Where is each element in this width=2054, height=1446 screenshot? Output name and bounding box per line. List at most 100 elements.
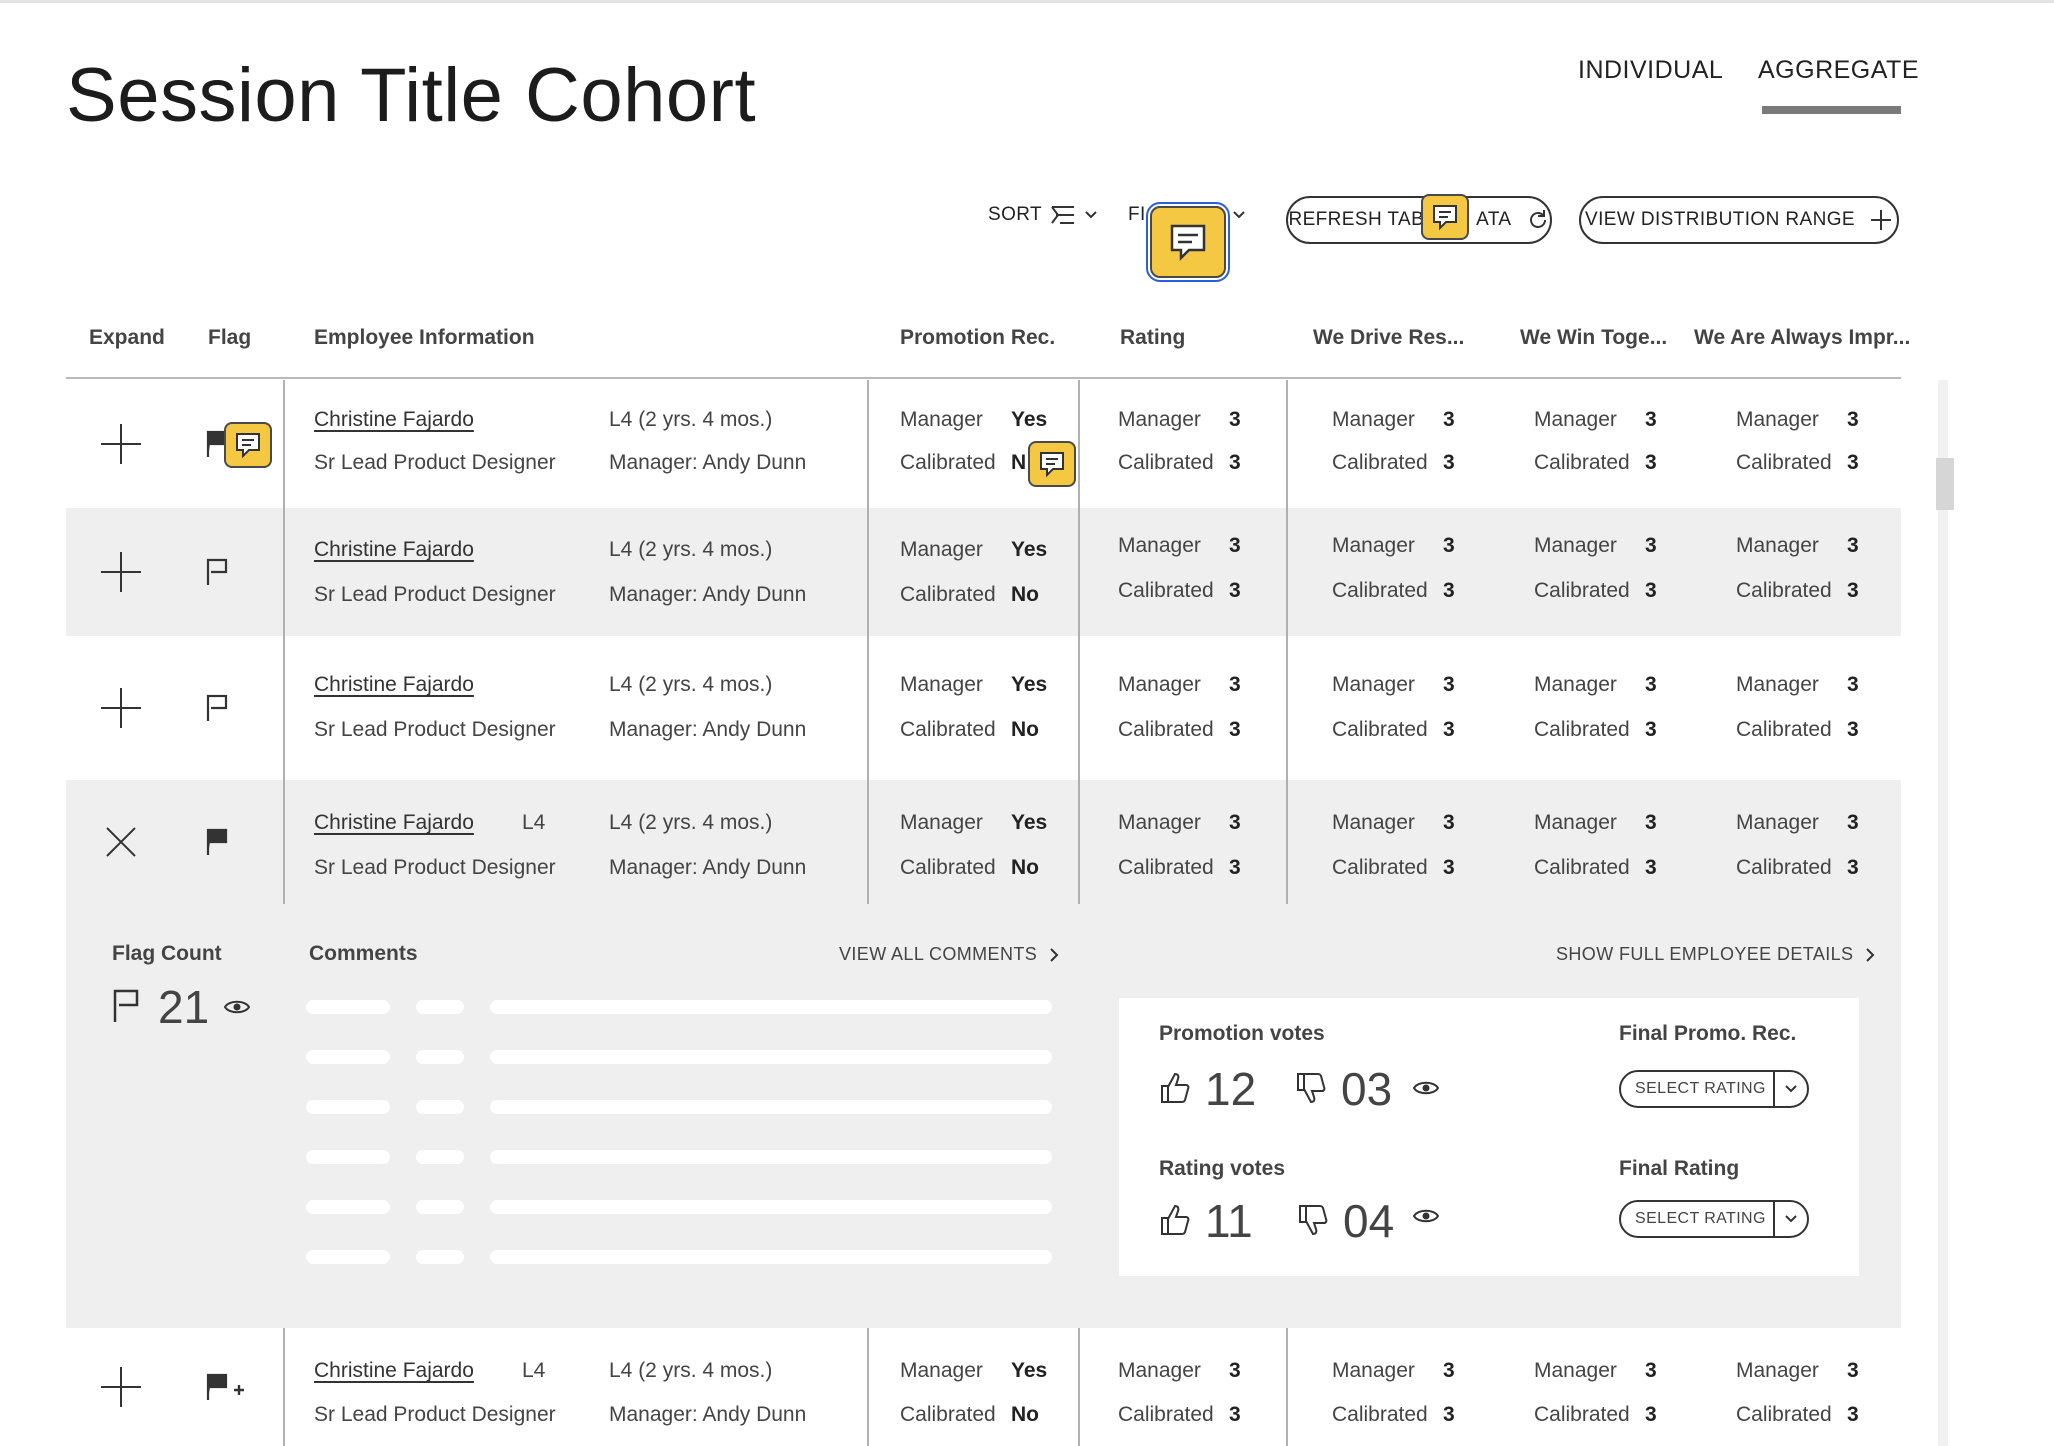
- chevron-down-icon: [1785, 1085, 1797, 1093]
- column-divider: [1286, 1328, 1288, 1446]
- plus-icon[interactable]: [99, 422, 143, 471]
- column-header-promotion-rec[interactable]: Promotion Rec.: [900, 326, 1056, 349]
- thumbs-up-icon[interactable]: [1159, 1203, 1191, 1237]
- rating-manager-label: Manager: [1118, 673, 1201, 696]
- plus-icon[interactable]: [99, 550, 143, 599]
- employee-name-link[interactable]: Christine Fajardo: [314, 408, 474, 431]
- promotion-up-votes: 12: [1205, 1063, 1257, 1115]
- filter-label: FI: [1128, 204, 1146, 225]
- employee-manager: Manager: Andy Dunn: [609, 583, 807, 606]
- tab-individual[interactable]: INDIVIDUAL: [1578, 56, 1724, 84]
- top-divider: [0, 0, 2054, 3]
- vertical-scrollbar-thumb[interactable]: [1936, 458, 1954, 510]
- final-promo-rec-label: Final Promo. Rec.: [1619, 1022, 1797, 1045]
- promotion-manager-label: Manager: [900, 673, 983, 696]
- view-distribution-range-button[interactable]: VIEW DISTRIBUTION RANGE: [1579, 196, 1899, 244]
- column-divider: [1286, 380, 1288, 508]
- flag-outline-icon[interactable]: [205, 693, 229, 728]
- skeleton-bar: [416, 1200, 464, 1214]
- v1-calibrated-value: 3: [1443, 579, 1455, 602]
- v1-manager-label: Manager: [1332, 534, 1415, 557]
- comment-pin[interactable]: [224, 422, 272, 468]
- employee-name-link[interactable]: Christine Fajardo: [314, 538, 474, 561]
- employee-name-link[interactable]: Christine Fajardo: [314, 1359, 474, 1382]
- employee-name-link[interactable]: Christine Fajardo: [314, 673, 474, 696]
- rating-manager-value: 3: [1229, 534, 1241, 557]
- flag-add-icon[interactable]: [205, 1372, 249, 1407]
- final-promo-rec-select[interactable]: SELECT RATING: [1619, 1070, 1809, 1108]
- column-header-rating[interactable]: Rating: [1120, 326, 1186, 349]
- v3-manager-label: Manager: [1736, 1359, 1819, 1382]
- column-header-we-drive-results[interactable]: We Drive Res...: [1313, 326, 1465, 349]
- v2-manager-label: Manager: [1534, 1359, 1617, 1382]
- vertical-scrollbar-track[interactable]: [1938, 380, 1948, 1446]
- column-header-we-are-always-improving[interactable]: We Are Always Impr...: [1694, 326, 1911, 349]
- plus-icon[interactable]: [99, 686, 143, 735]
- refresh-table-data-button[interactable]: REFRESH TAB ATA: [1286, 196, 1552, 244]
- sort-control[interactable]: SORT: [988, 204, 1098, 226]
- promotion-calibrated-label: Calibrated: [900, 583, 996, 606]
- distribution-label: VIEW DISTRIBUTION RANGE: [1585, 209, 1855, 230]
- v3-calibrated-label: Calibrated: [1736, 579, 1832, 602]
- employee-name-link[interactable]: Christine Fajardo: [314, 811, 474, 834]
- view-all-comments-link[interactable]: VIEW ALL COMMENTS: [839, 944, 1059, 965]
- skeleton-bar: [490, 1250, 1052, 1264]
- eye-icon[interactable]: [223, 997, 251, 1017]
- column-header-employee-information[interactable]: Employee Information: [314, 326, 535, 349]
- promotion-calibrated-label: Calibrated: [900, 856, 996, 879]
- column-header-expand[interactable]: Expand: [89, 326, 165, 349]
- comment-icon: [1170, 224, 1206, 262]
- comment-pin[interactable]: [1421, 194, 1469, 240]
- table-row[interactable]: [66, 1328, 1901, 1446]
- skeleton-bar: [306, 1000, 390, 1014]
- v1-manager-value: 3: [1443, 673, 1455, 696]
- plus-icon[interactable]: [99, 1365, 143, 1414]
- employee-level: L4 (2 yrs. 4 mos.): [609, 408, 773, 431]
- table-row[interactable]: [66, 636, 1901, 780]
- v1-calibrated-label: Calibrated: [1332, 579, 1428, 602]
- rating-manager-label: Manager: [1118, 811, 1201, 834]
- v3-manager-value: 3: [1847, 408, 1859, 431]
- column-divider: [867, 1328, 869, 1446]
- final-rating-select[interactable]: SELECT RATING: [1619, 1200, 1809, 1238]
- tab-aggregate[interactable]: AGGREGATE: [1758, 56, 1920, 84]
- thumbs-up-icon[interactable]: [1159, 1071, 1191, 1105]
- employee-level-short: L4: [522, 1359, 546, 1382]
- column-header-flag[interactable]: Flag: [208, 326, 252, 349]
- v3-calibrated-label: Calibrated: [1736, 856, 1832, 879]
- table-row[interactable]: [66, 780, 1901, 904]
- show-full-employee-details-link[interactable]: SHOW FULL EMPLOYEE DETAILS: [1556, 944, 1875, 965]
- eye-icon[interactable]: [1412, 1078, 1440, 1098]
- v1-manager-label: Manager: [1332, 811, 1415, 834]
- employee-manager: Manager: Andy Dunn: [609, 1403, 807, 1426]
- chevron-right-icon: [1050, 947, 1059, 962]
- thumbs-down-icon[interactable]: [1295, 1071, 1327, 1105]
- close-icon[interactable]: [104, 825, 138, 864]
- eye-icon[interactable]: [1412, 1206, 1440, 1226]
- column-header-we-win-together[interactable]: We Win Toge...: [1520, 326, 1668, 349]
- skeleton-bar: [490, 1150, 1052, 1164]
- comment-icon: [1040, 452, 1064, 478]
- v3-calibrated-value: 3: [1847, 718, 1859, 741]
- thumbs-down-icon[interactable]: [1297, 1203, 1329, 1237]
- promotion-calibrated-value: N: [1011, 451, 1027, 474]
- v2-manager-value: 3: [1645, 673, 1657, 696]
- flag-outline-icon[interactable]: [205, 557, 229, 592]
- v3-calibrated-label: Calibrated: [1736, 451, 1832, 474]
- comment-icon: [236, 433, 260, 459]
- filter-control[interactable]: FI: [1128, 204, 1246, 226]
- flag-filled-icon[interactable]: [205, 827, 229, 862]
- promotion-manager-label: Manager: [900, 811, 983, 834]
- promotion-manager-value: Yes: [1011, 538, 1048, 561]
- table-row[interactable]: [66, 380, 1901, 508]
- skeleton-bar: [306, 1200, 390, 1214]
- comment-pin[interactable]: [1028, 441, 1076, 487]
- promotion-down-votes: 03: [1341, 1063, 1393, 1115]
- table-row[interactable]: [66, 508, 1901, 636]
- column-divider: [1286, 508, 1288, 636]
- comment-pin-selected[interactable]: [1146, 202, 1230, 282]
- promotion-manager-label: Manager: [900, 1359, 983, 1382]
- flag-count-label: Flag Count: [112, 942, 222, 965]
- promotion-calibrated-value: No: [1011, 583, 1039, 606]
- v3-calibrated-value: 3: [1847, 579, 1859, 602]
